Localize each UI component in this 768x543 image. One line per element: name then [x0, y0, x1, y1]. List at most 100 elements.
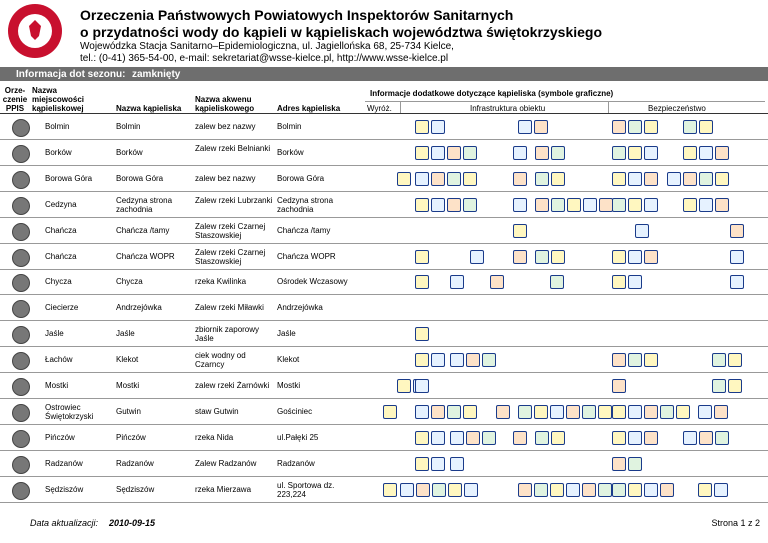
symbol — [431, 353, 445, 368]
symbol — [432, 482, 446, 497]
symbol — [415, 275, 429, 290]
symbol — [431, 404, 445, 419]
symbol — [482, 353, 496, 368]
symbol — [715, 430, 729, 445]
symbol — [415, 197, 429, 212]
row-line — [0, 164, 768, 166]
cell: Chańcza /tamy — [116, 225, 170, 235]
cell: Radzanów — [116, 458, 154, 468]
symbol — [728, 379, 742, 393]
symbol — [431, 171, 445, 186]
cell: Bolmin — [277, 122, 302, 131]
symbol — [463, 404, 477, 419]
symbol — [683, 197, 697, 212]
symbol — [551, 171, 565, 186]
symbol — [415, 171, 429, 186]
symbol — [612, 456, 626, 471]
ppis-icon — [12, 455, 30, 474]
symbol — [628, 456, 642, 471]
header-line — [0, 113, 768, 114]
symbol — [463, 197, 477, 212]
symbol — [447, 197, 461, 212]
cell: Chańcza WOPR — [116, 251, 175, 261]
symbol — [415, 456, 429, 471]
cell: Jaśle — [116, 329, 135, 339]
symbol — [535, 171, 549, 186]
symbol — [415, 430, 429, 445]
symbol — [513, 223, 527, 238]
symbol — [598, 482, 612, 497]
symbol — [714, 404, 728, 419]
symbol — [628, 430, 642, 445]
cell: Zalew rzeki Lubrzanki — [195, 195, 273, 205]
symbol — [628, 197, 642, 212]
cell: Borków — [277, 147, 304, 157]
symbol — [447, 145, 461, 160]
cell: Zalew rzeki Czarnej Staszowskiej — [195, 247, 266, 266]
symbol — [490, 275, 504, 290]
symbol — [628, 171, 642, 186]
cell: rzeka Mierzawa — [195, 484, 252, 494]
symbol — [612, 171, 626, 186]
row-line — [0, 423, 768, 425]
row-line — [0, 475, 768, 477]
symbol — [415, 327, 429, 342]
info-bar: Informacja dot sezonu: zamknięty — [0, 67, 768, 81]
symbol — [397, 171, 411, 186]
symbol — [730, 249, 744, 264]
symbol — [464, 482, 478, 497]
cell: Chycza — [45, 277, 72, 287]
symbol — [431, 430, 445, 445]
cell: zalew bez nazwy — [195, 122, 256, 131]
symbol — [450, 275, 464, 290]
row-line — [0, 216, 768, 218]
col-infra: Infrastruktura obiektu — [470, 104, 546, 113]
symbol — [714, 482, 728, 497]
symbol — [676, 404, 690, 419]
symbol — [699, 145, 713, 160]
row-line — [0, 372, 768, 374]
symbol — [628, 145, 642, 160]
cell: Cedzyna strona zachodnia — [277, 195, 334, 214]
symbol — [466, 430, 480, 445]
symbol — [583, 197, 597, 212]
row-line — [0, 346, 768, 348]
symbol — [431, 197, 445, 212]
symbol — [447, 404, 461, 419]
cell: Chańcza /tamy — [277, 225, 331, 235]
cell: Chańcza WOPR — [277, 251, 336, 261]
cell: Borków — [116, 147, 143, 157]
symbol — [699, 120, 713, 134]
symbol — [463, 171, 477, 186]
symbol — [383, 404, 397, 419]
symbol — [628, 353, 642, 368]
row-line — [0, 398, 768, 399]
symbol — [535, 430, 549, 445]
ppis-icon — [12, 119, 30, 137]
cell: Ciecierze — [45, 303, 79, 313]
symbol — [644, 430, 658, 445]
symbol — [513, 430, 527, 445]
ppis-icon — [12, 481, 30, 500]
cell: Mostki — [277, 381, 301, 390]
symbol — [450, 456, 464, 471]
cell: Ostrowiec Świętokrzyski — [45, 402, 94, 421]
title-2: o przydatności wody do kąpieli w kąpieli… — [80, 24, 603, 40]
cell: Radzanów — [45, 458, 83, 468]
symbol — [534, 482, 548, 497]
symbol — [383, 482, 397, 497]
logo — [8, 4, 62, 58]
symbol — [450, 353, 464, 368]
ppis-icon — [12, 222, 30, 241]
row-line — [0, 268, 768, 270]
col-bath: Nazwa kąpieliska — [116, 104, 182, 113]
cell: Radzanów — [277, 458, 315, 468]
ppis-icon — [12, 300, 30, 319]
symbol — [431, 456, 445, 471]
symbol — [513, 145, 527, 160]
cell: zalew rzeki Żarnówki — [195, 381, 270, 390]
date: 2010-09-15 — [109, 518, 156, 528]
cell: Zalew rzeki Belnianki — [195, 143, 271, 153]
row-line — [0, 294, 768, 296]
cell: Klekot — [116, 355, 139, 365]
